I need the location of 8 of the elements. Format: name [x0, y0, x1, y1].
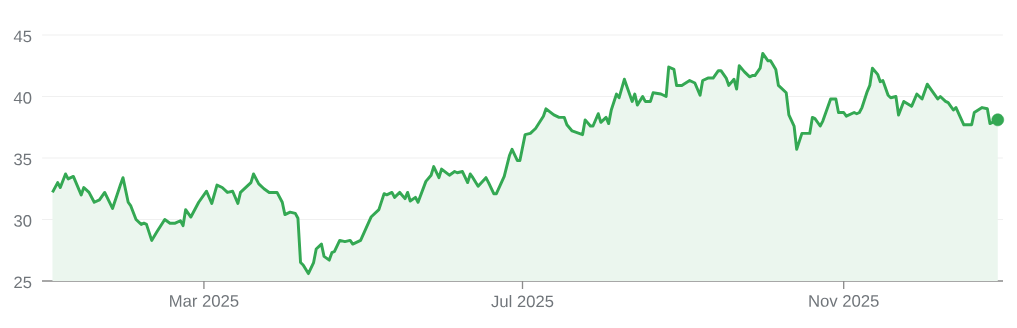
x-tick-label: Mar 2025	[170, 295, 239, 307]
y-tick-label: 30	[14, 214, 32, 227]
x-tick-label: Nov 2025	[809, 295, 879, 307]
y-tick-label: 25	[14, 276, 32, 289]
x-tick-label: Jul 2025	[491, 295, 554, 308]
y-tick-label: 35	[14, 153, 32, 166]
y-tick-label: 40	[13, 92, 32, 104]
y-tick-label: 45	[13, 30, 32, 43]
